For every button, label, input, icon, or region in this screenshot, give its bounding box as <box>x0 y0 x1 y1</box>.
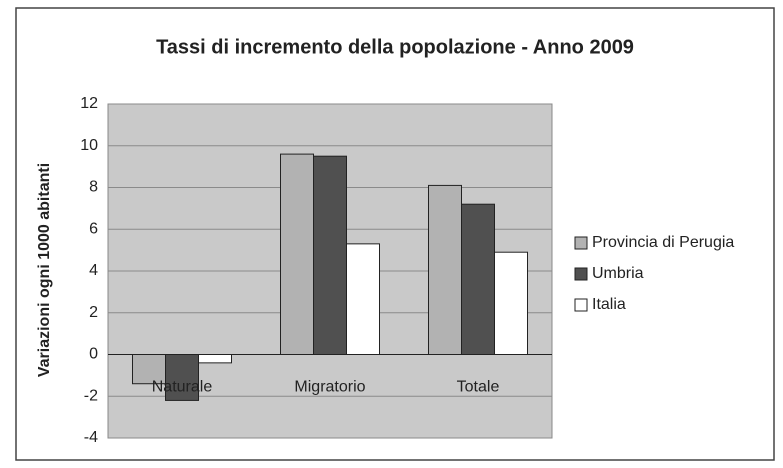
legend-swatch <box>574 267 588 281</box>
legend-label: Umbria <box>592 265 644 282</box>
legend-label: Italia <box>592 296 626 313</box>
legend-label: Provincia di Perugia <box>592 234 734 251</box>
x-tick-label: Totale <box>457 379 500 396</box>
legend-swatch <box>574 298 588 312</box>
bar <box>280 153 314 355</box>
y-tick-label: 4 <box>89 262 98 279</box>
bar <box>165 354 199 401</box>
y-tick-label: 12 <box>80 95 98 112</box>
bar <box>428 184 462 355</box>
y-tick-label: 8 <box>89 179 98 196</box>
y-axis-label: Variazioni ogni 1000 abitanti <box>36 163 53 377</box>
y-tick-label: -2 <box>84 387 98 404</box>
bar <box>346 243 380 355</box>
x-tick-label: Migratorio <box>294 379 365 396</box>
y-tick-label: 0 <box>89 346 98 363</box>
x-tick-label: Naturale <box>152 379 213 396</box>
legend-swatch <box>574 236 588 250</box>
y-tick-label: -4 <box>84 429 98 446</box>
y-tick-label: 10 <box>80 137 98 154</box>
bar <box>494 251 528 355</box>
y-tick-label: 2 <box>89 304 98 321</box>
chart-title: Tassi di incremento della popolazione - … <box>156 36 634 58</box>
bar <box>198 354 232 364</box>
y-tick-label: 6 <box>89 220 98 237</box>
bar <box>461 203 495 355</box>
bar <box>313 155 347 355</box>
